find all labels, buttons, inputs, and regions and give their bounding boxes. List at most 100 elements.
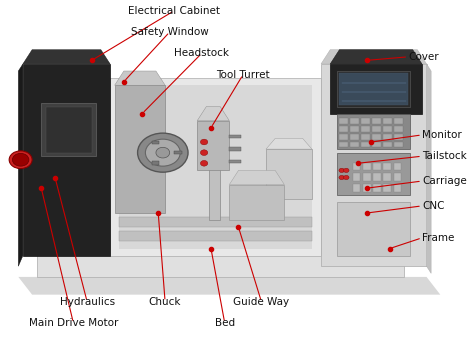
Bar [361,118,370,124]
Circle shape [201,139,208,145]
Bar [393,163,401,170]
Bar [394,126,403,132]
Text: CNC: CNC [422,201,445,211]
Text: Electrical Cabinet: Electrical Cabinet [128,6,220,16]
Polygon shape [229,170,284,185]
Text: Tool Turret: Tool Turret [216,70,270,80]
Bar [361,142,370,147]
Polygon shape [36,234,403,248]
Text: Tailstock: Tailstock [422,151,467,161]
Bar [229,147,241,151]
Bar [374,173,381,181]
Bar [363,173,371,181]
Bar [363,163,371,170]
Bar [383,184,391,192]
Circle shape [201,160,208,166]
Bar [174,151,182,154]
Polygon shape [23,50,110,64]
Bar [374,184,381,192]
Polygon shape [119,85,312,248]
Circle shape [137,133,188,172]
Bar [383,134,392,140]
Bar [353,184,361,192]
Polygon shape [321,64,427,266]
Text: Chuck: Chuck [149,297,182,307]
Circle shape [339,175,345,180]
Bar [339,118,347,124]
Bar [393,184,401,192]
Bar [229,135,241,138]
Bar [337,153,410,195]
Bar [339,73,408,105]
Bar [229,160,241,163]
Bar [209,131,220,220]
Circle shape [339,168,345,173]
Bar [373,126,381,132]
Bar [337,114,410,149]
Bar [394,134,403,140]
Circle shape [9,151,32,169]
Polygon shape [119,217,312,227]
Bar [394,142,403,147]
Text: Carriage: Carriage [422,176,467,186]
Polygon shape [197,121,229,170]
Polygon shape [18,64,23,266]
Circle shape [156,147,170,158]
Bar [363,184,371,192]
Bar [383,142,392,147]
Circle shape [146,139,180,166]
Bar [350,118,359,124]
Bar [350,126,359,132]
Text: Cover: Cover [408,52,439,62]
Text: Safety Window: Safety Window [131,27,209,37]
Polygon shape [110,78,321,256]
Bar [350,134,359,140]
Polygon shape [115,85,165,213]
Text: Frame: Frame [422,233,454,243]
Bar [383,173,391,181]
Bar [374,163,381,170]
Bar [383,126,392,132]
Bar [361,134,370,140]
Circle shape [344,175,349,180]
Text: Headstock: Headstock [174,48,229,58]
Polygon shape [427,64,431,273]
Bar [383,118,392,124]
Bar [339,134,347,140]
Bar [353,173,361,181]
Text: Main Drive Motor: Main Drive Motor [29,318,118,328]
Bar [337,71,410,106]
Circle shape [344,168,349,173]
Polygon shape [18,277,440,295]
Bar [383,163,391,170]
Bar [46,106,92,153]
Text: Guide Way: Guide Way [233,297,290,307]
Polygon shape [330,50,422,64]
Text: Monitor: Monitor [422,130,462,140]
Text: Bed: Bed [215,318,235,328]
Bar [373,118,381,124]
Bar [41,103,96,156]
Polygon shape [321,50,427,64]
Polygon shape [36,248,403,277]
Polygon shape [229,185,284,220]
Bar [339,126,347,132]
Bar [373,134,381,140]
Bar [393,173,401,181]
Bar [350,142,359,147]
Circle shape [201,150,208,155]
Bar [152,141,159,144]
Bar [152,161,159,165]
Bar [353,163,361,170]
Bar [373,142,381,147]
Bar [339,142,347,147]
Circle shape [12,153,29,166]
Text: Hydraulics: Hydraulics [60,297,115,307]
Polygon shape [266,149,312,199]
Polygon shape [197,106,229,121]
Polygon shape [266,138,312,149]
Bar [361,126,370,132]
Polygon shape [330,64,422,114]
Polygon shape [119,231,312,241]
Bar [394,118,403,124]
